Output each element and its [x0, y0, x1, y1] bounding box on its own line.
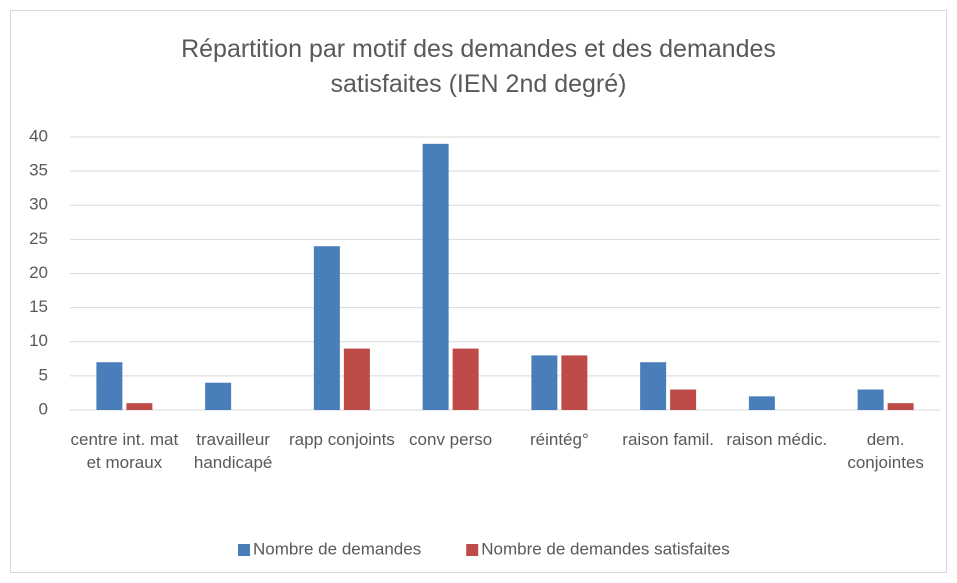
x-tick-label: travailleur handicapé	[193, 430, 273, 472]
bar	[422, 143, 449, 410]
x-tick-label: rapp conjoints	[288, 430, 395, 449]
bar	[857, 389, 884, 410]
x-tick-label: raison médic.	[726, 430, 828, 449]
legend-swatch	[238, 544, 250, 556]
bar	[205, 382, 232, 410]
y-tick-label: 20	[29, 263, 48, 282]
bar	[343, 348, 370, 410]
legend-swatch	[466, 544, 479, 556]
bar	[887, 403, 914, 410]
y-tick-label: 40	[29, 126, 48, 145]
bar	[748, 396, 775, 410]
x-tick-label: raison famil.	[622, 430, 714, 449]
legend-label: Nombre de demandes	[253, 539, 421, 558]
y-tick-label: 5	[39, 365, 48, 384]
chart-border	[10, 10, 947, 573]
y-tick-label: 25	[29, 229, 48, 248]
bar	[531, 355, 558, 410]
legend-label: Nombre de demandes satisfaites	[481, 539, 730, 558]
x-tick-label: centre int. mat et moraux	[70, 430, 179, 472]
y-tick-label: 15	[29, 297, 48, 316]
bar	[313, 246, 340, 410]
bar	[561, 355, 588, 410]
bar	[670, 389, 697, 410]
x-tick-label: conv perso	[409, 430, 493, 449]
x-tick-label: dem. conjointes	[847, 430, 924, 472]
chart-title: Répartition par motif des demandes et de…	[181, 35, 776, 98]
y-tick-label: 30	[29, 195, 48, 214]
bar	[452, 348, 479, 410]
x-tick-label: réintég°	[529, 430, 589, 449]
bar	[640, 362, 667, 410]
bar	[96, 362, 123, 410]
bar	[126, 403, 153, 410]
y-tick-label: 0	[39, 399, 48, 418]
y-tick-label: 10	[29, 331, 48, 350]
y-tick-label: 35	[29, 161, 48, 180]
